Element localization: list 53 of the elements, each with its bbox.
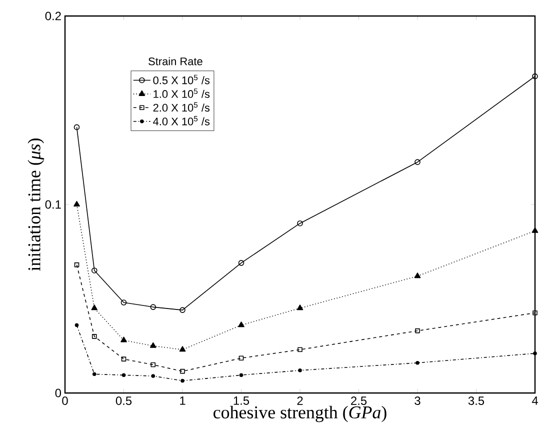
point: [416, 360, 420, 365]
point: [74, 323, 79, 328]
legend-label: 4.0 X 10$^{5}$ /s: [153, 116, 210, 126]
point: [532, 227, 538, 233]
point: [122, 373, 126, 377]
point: [91, 268, 98, 274]
x-tick-label: 0.5: [116, 396, 132, 405]
point: [121, 356, 126, 362]
point: [120, 300, 127, 306]
point: [415, 328, 420, 334]
x-tick-label: 0: [62, 396, 68, 405]
y-tick-label: 0: [55, 388, 62, 398]
point: [180, 368, 185, 374]
point: [239, 373, 244, 377]
x-axis-title: cohesive strength (GPa): [214, 406, 386, 422]
legend-title: Strain Rate: [148, 57, 202, 66]
point: [179, 346, 186, 352]
y-axis-title: initiation time (μs): [28, 138, 44, 271]
point: [150, 362, 156, 368]
point: [296, 304, 304, 310]
point: [180, 307, 186, 313]
point: [238, 322, 244, 328]
point: [151, 374, 156, 378]
x-tick-label: 3: [414, 396, 420, 405]
point: [414, 159, 420, 165]
x-tick-label: 1.5: [234, 396, 250, 405]
legend-label: 2.0 X 10$^{5}$ /s: [153, 102, 210, 112]
x-tick-label: 3.5: [468, 396, 484, 405]
point: [298, 368, 302, 372]
x-tick-label: 2: [297, 396, 303, 405]
legend-label: 0.5 X 10$^{5}$ /s: [153, 74, 210, 84]
point: [180, 378, 184, 383]
point: [532, 310, 538, 316]
point: [238, 356, 244, 361]
point: [91, 304, 98, 310]
point: [120, 336, 127, 342]
point: [297, 220, 303, 226]
point: [150, 304, 156, 310]
x-tick-label: 4: [532, 396, 538, 405]
point: [298, 347, 302, 352]
point: [150, 342, 156, 348]
point: [74, 262, 80, 268]
point: [74, 200, 80, 206]
legend-label: 1.0 X 10$^{5}$ /s: [154, 88, 210, 98]
x-tick-label: 2.5: [351, 396, 367, 405]
point: [533, 352, 537, 356]
point: [92, 372, 96, 376]
y-tick-label: 0.2: [45, 12, 61, 20]
point: [238, 260, 244, 266]
x-tick-label: 1: [180, 396, 186, 405]
y-tick-label: 0.1: [45, 200, 61, 209]
point: [414, 272, 421, 278]
point: [92, 334, 97, 339]
